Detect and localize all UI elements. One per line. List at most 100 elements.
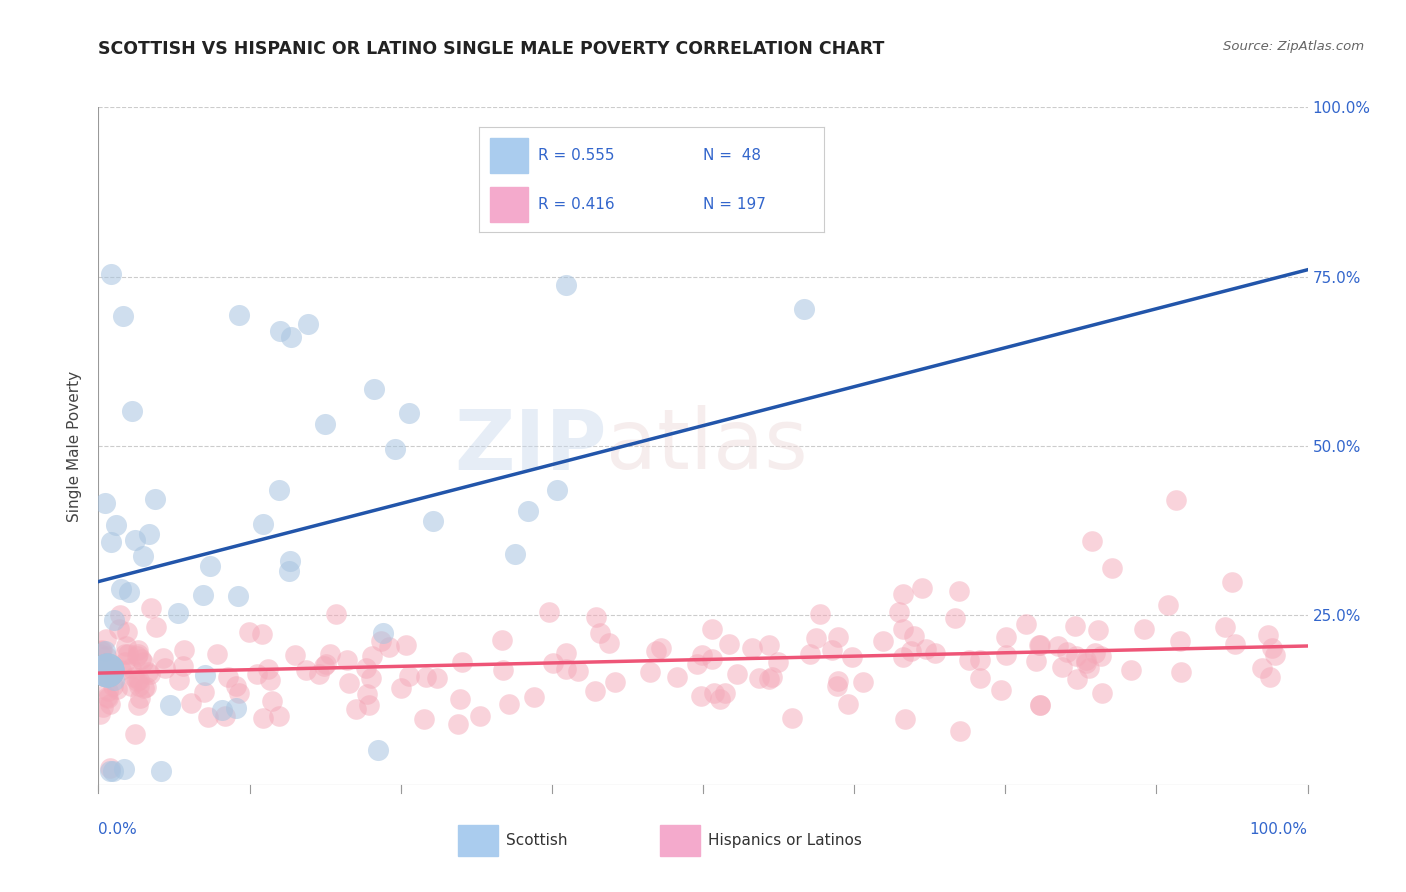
Point xyxy=(1028,698,1050,712)
Point xyxy=(415,670,437,684)
Point xyxy=(267,709,290,723)
Point xyxy=(589,626,612,640)
Point xyxy=(136,665,159,680)
Point xyxy=(567,665,589,679)
Point xyxy=(167,673,190,687)
Point xyxy=(491,633,513,648)
Point xyxy=(948,584,970,599)
Point xyxy=(250,626,273,640)
Point xyxy=(128,673,150,687)
Point xyxy=(1050,660,1073,674)
Point xyxy=(280,330,302,344)
Point xyxy=(1074,653,1097,667)
Point xyxy=(1223,637,1246,651)
Point xyxy=(703,686,725,700)
Text: 100.0%: 100.0% xyxy=(1250,822,1308,838)
Point xyxy=(97,657,120,672)
Point xyxy=(359,698,381,712)
Point xyxy=(758,672,780,686)
Point xyxy=(297,318,319,332)
Point xyxy=(97,683,120,698)
Point xyxy=(1084,646,1107,660)
Point xyxy=(690,648,713,662)
Point xyxy=(370,634,392,648)
Point xyxy=(205,647,228,661)
Point xyxy=(284,648,307,662)
Point xyxy=(226,589,249,603)
Point xyxy=(894,712,917,726)
Point xyxy=(96,663,118,677)
Point xyxy=(748,671,770,685)
Point xyxy=(114,655,136,669)
Point xyxy=(714,686,737,700)
Point xyxy=(924,646,946,660)
Point xyxy=(103,764,125,779)
Point xyxy=(995,648,1018,662)
Point xyxy=(125,649,148,664)
Point xyxy=(914,642,936,657)
Point xyxy=(127,673,149,688)
Point xyxy=(367,743,389,757)
Point xyxy=(278,554,301,568)
Point xyxy=(143,492,166,507)
Point xyxy=(96,663,118,677)
Point xyxy=(492,663,515,677)
Point xyxy=(98,764,121,779)
Point xyxy=(318,647,340,661)
Point xyxy=(852,675,875,690)
Point xyxy=(1064,648,1087,663)
Point xyxy=(398,669,420,683)
Point xyxy=(384,442,406,456)
Point xyxy=(891,622,914,636)
Point xyxy=(516,504,538,518)
Point xyxy=(1080,533,1102,548)
Point xyxy=(110,663,132,677)
Point xyxy=(546,483,568,497)
Point xyxy=(1168,633,1191,648)
Point xyxy=(1047,639,1070,653)
Point xyxy=(900,644,922,658)
Point xyxy=(957,653,980,667)
Point xyxy=(498,697,520,711)
Point xyxy=(585,609,607,624)
Point xyxy=(1157,598,1180,612)
Point xyxy=(1029,698,1052,712)
Point xyxy=(1261,641,1284,656)
Point xyxy=(1257,628,1279,642)
Point xyxy=(90,665,112,680)
Point xyxy=(132,549,155,564)
Point xyxy=(120,679,142,693)
Point xyxy=(449,692,471,706)
Point xyxy=(103,673,125,687)
Point xyxy=(269,324,291,338)
Point xyxy=(995,630,1018,644)
Point xyxy=(766,655,789,669)
Point xyxy=(124,533,146,547)
Point xyxy=(891,650,914,665)
Text: ZIP: ZIP xyxy=(454,406,606,486)
Point xyxy=(872,633,894,648)
Point xyxy=(127,647,149,661)
Point xyxy=(108,622,131,636)
Point xyxy=(398,406,420,420)
Point xyxy=(217,670,239,684)
Point xyxy=(145,619,167,633)
Point xyxy=(122,670,145,684)
Point xyxy=(583,684,606,698)
Point xyxy=(198,559,221,574)
Point xyxy=(94,496,117,510)
Point xyxy=(793,301,815,316)
Point xyxy=(180,696,202,710)
Point xyxy=(172,659,194,673)
Point xyxy=(131,655,153,669)
Point xyxy=(135,681,157,695)
Point xyxy=(214,708,236,723)
Y-axis label: Single Male Poverty: Single Male Poverty xyxy=(67,370,83,522)
Point xyxy=(761,670,783,684)
Point xyxy=(690,689,713,703)
Point xyxy=(94,632,117,646)
Point xyxy=(1258,669,1281,683)
Text: SCOTTISH VS HISPANIC OR LATINO SINGLE MALE POVERTY CORRELATION CHART: SCOTTISH VS HISPANIC OR LATINO SINGLE MA… xyxy=(98,40,884,58)
Point xyxy=(969,671,991,685)
Point xyxy=(538,605,561,619)
